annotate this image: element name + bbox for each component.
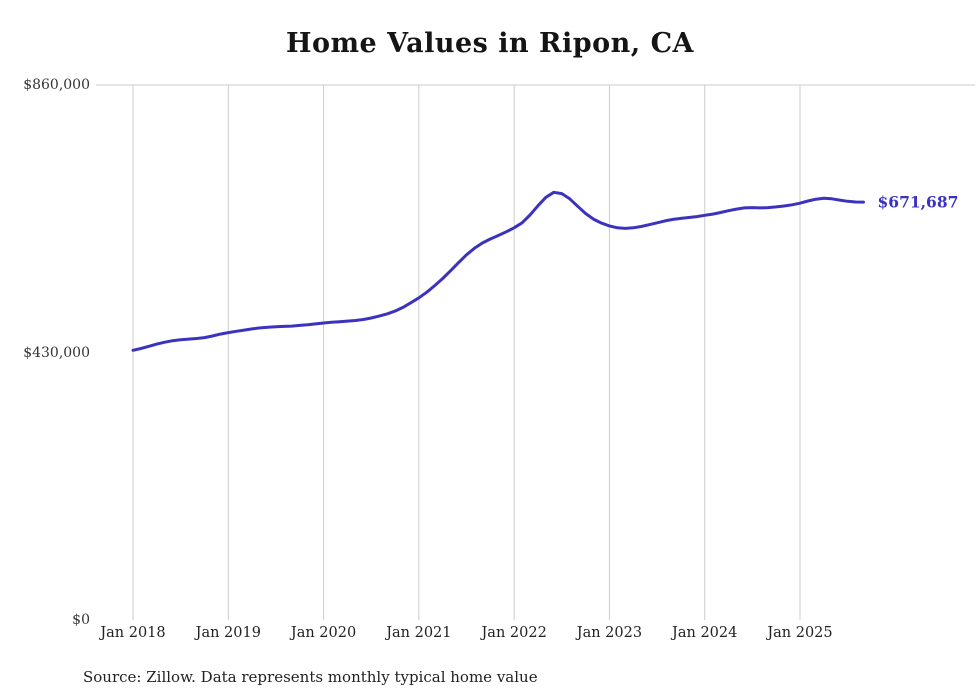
x-tick-label: Jan 2025 (767, 625, 833, 641)
x-tick-label: Jan 2023 (576, 625, 643, 641)
x-tick-label: Jan 2022 (481, 625, 547, 641)
y-tick-label: $0 (72, 612, 90, 628)
x-tick-label: Jan 2020 (290, 625, 357, 641)
y-tick-label: $430,000 (23, 344, 90, 361)
chart-title: Home Values in Ripon, CA (285, 28, 695, 59)
x-tick-label: Jan 2019 (195, 625, 261, 641)
x-tick-label: Jan 2021 (386, 625, 452, 641)
y-tick-label: $860,000 (23, 77, 90, 93)
x-tick-label: Jan 2024 (672, 625, 738, 641)
latest-value-label: $671,687 (877, 192, 959, 212)
source-note: Source: Zillow. Data represents monthly … (83, 668, 538, 686)
home-value-series-line (131, 190, 865, 352)
x-tick-label: Jan 2018 (100, 625, 166, 641)
